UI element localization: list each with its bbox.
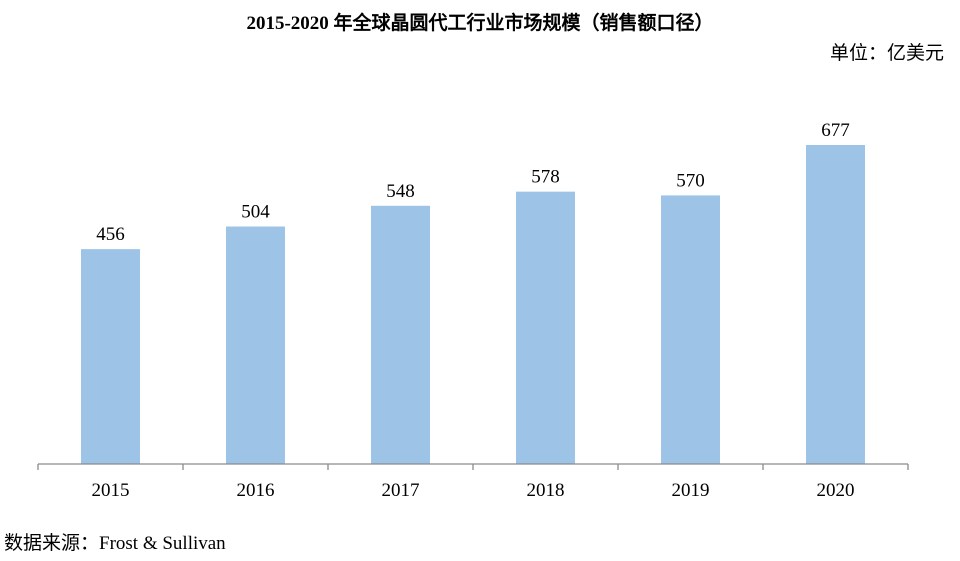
x-tick-label-2018: 2018 <box>527 480 565 501</box>
unit-label: 单位：亿美元 <box>829 43 944 64</box>
data-label-2019: 570 <box>676 170 705 191</box>
bars-group <box>81 145 865 465</box>
x-axis: 2015 2016 2017 2018 2019 2020 <box>37 463 909 501</box>
bar-2017 <box>371 205 430 464</box>
bar-2020 <box>806 145 865 464</box>
x-tick-label-2017: 2017 <box>382 480 420 501</box>
bar-2018 <box>516 191 575 465</box>
data-label-2020: 677 <box>821 120 850 141</box>
bar-2019 <box>661 195 720 464</box>
x-tick-label-2015: 2015 <box>92 480 130 501</box>
data-label-2018: 578 <box>531 167 560 188</box>
data-label-2015: 456 <box>96 224 125 245</box>
bar-2016 <box>226 226 285 464</box>
data-label-2016: 504 <box>241 202 270 223</box>
data-label-2017: 548 <box>386 181 415 202</box>
x-tick-label-2019: 2019 <box>672 480 710 501</box>
data-labels-group: 456 504 548 578 570 677 <box>96 120 850 245</box>
x-tick-label-2016: 2016 <box>237 480 275 501</box>
x-tick-label-2020: 2020 <box>817 480 855 501</box>
chart-title: 2015-2020 年全球晶圆代工行业市场规模（销售额口径） <box>246 13 714 34</box>
source-note: 数据来源：Frost & Sullivan <box>4 533 226 554</box>
bar-2015 <box>81 249 140 464</box>
